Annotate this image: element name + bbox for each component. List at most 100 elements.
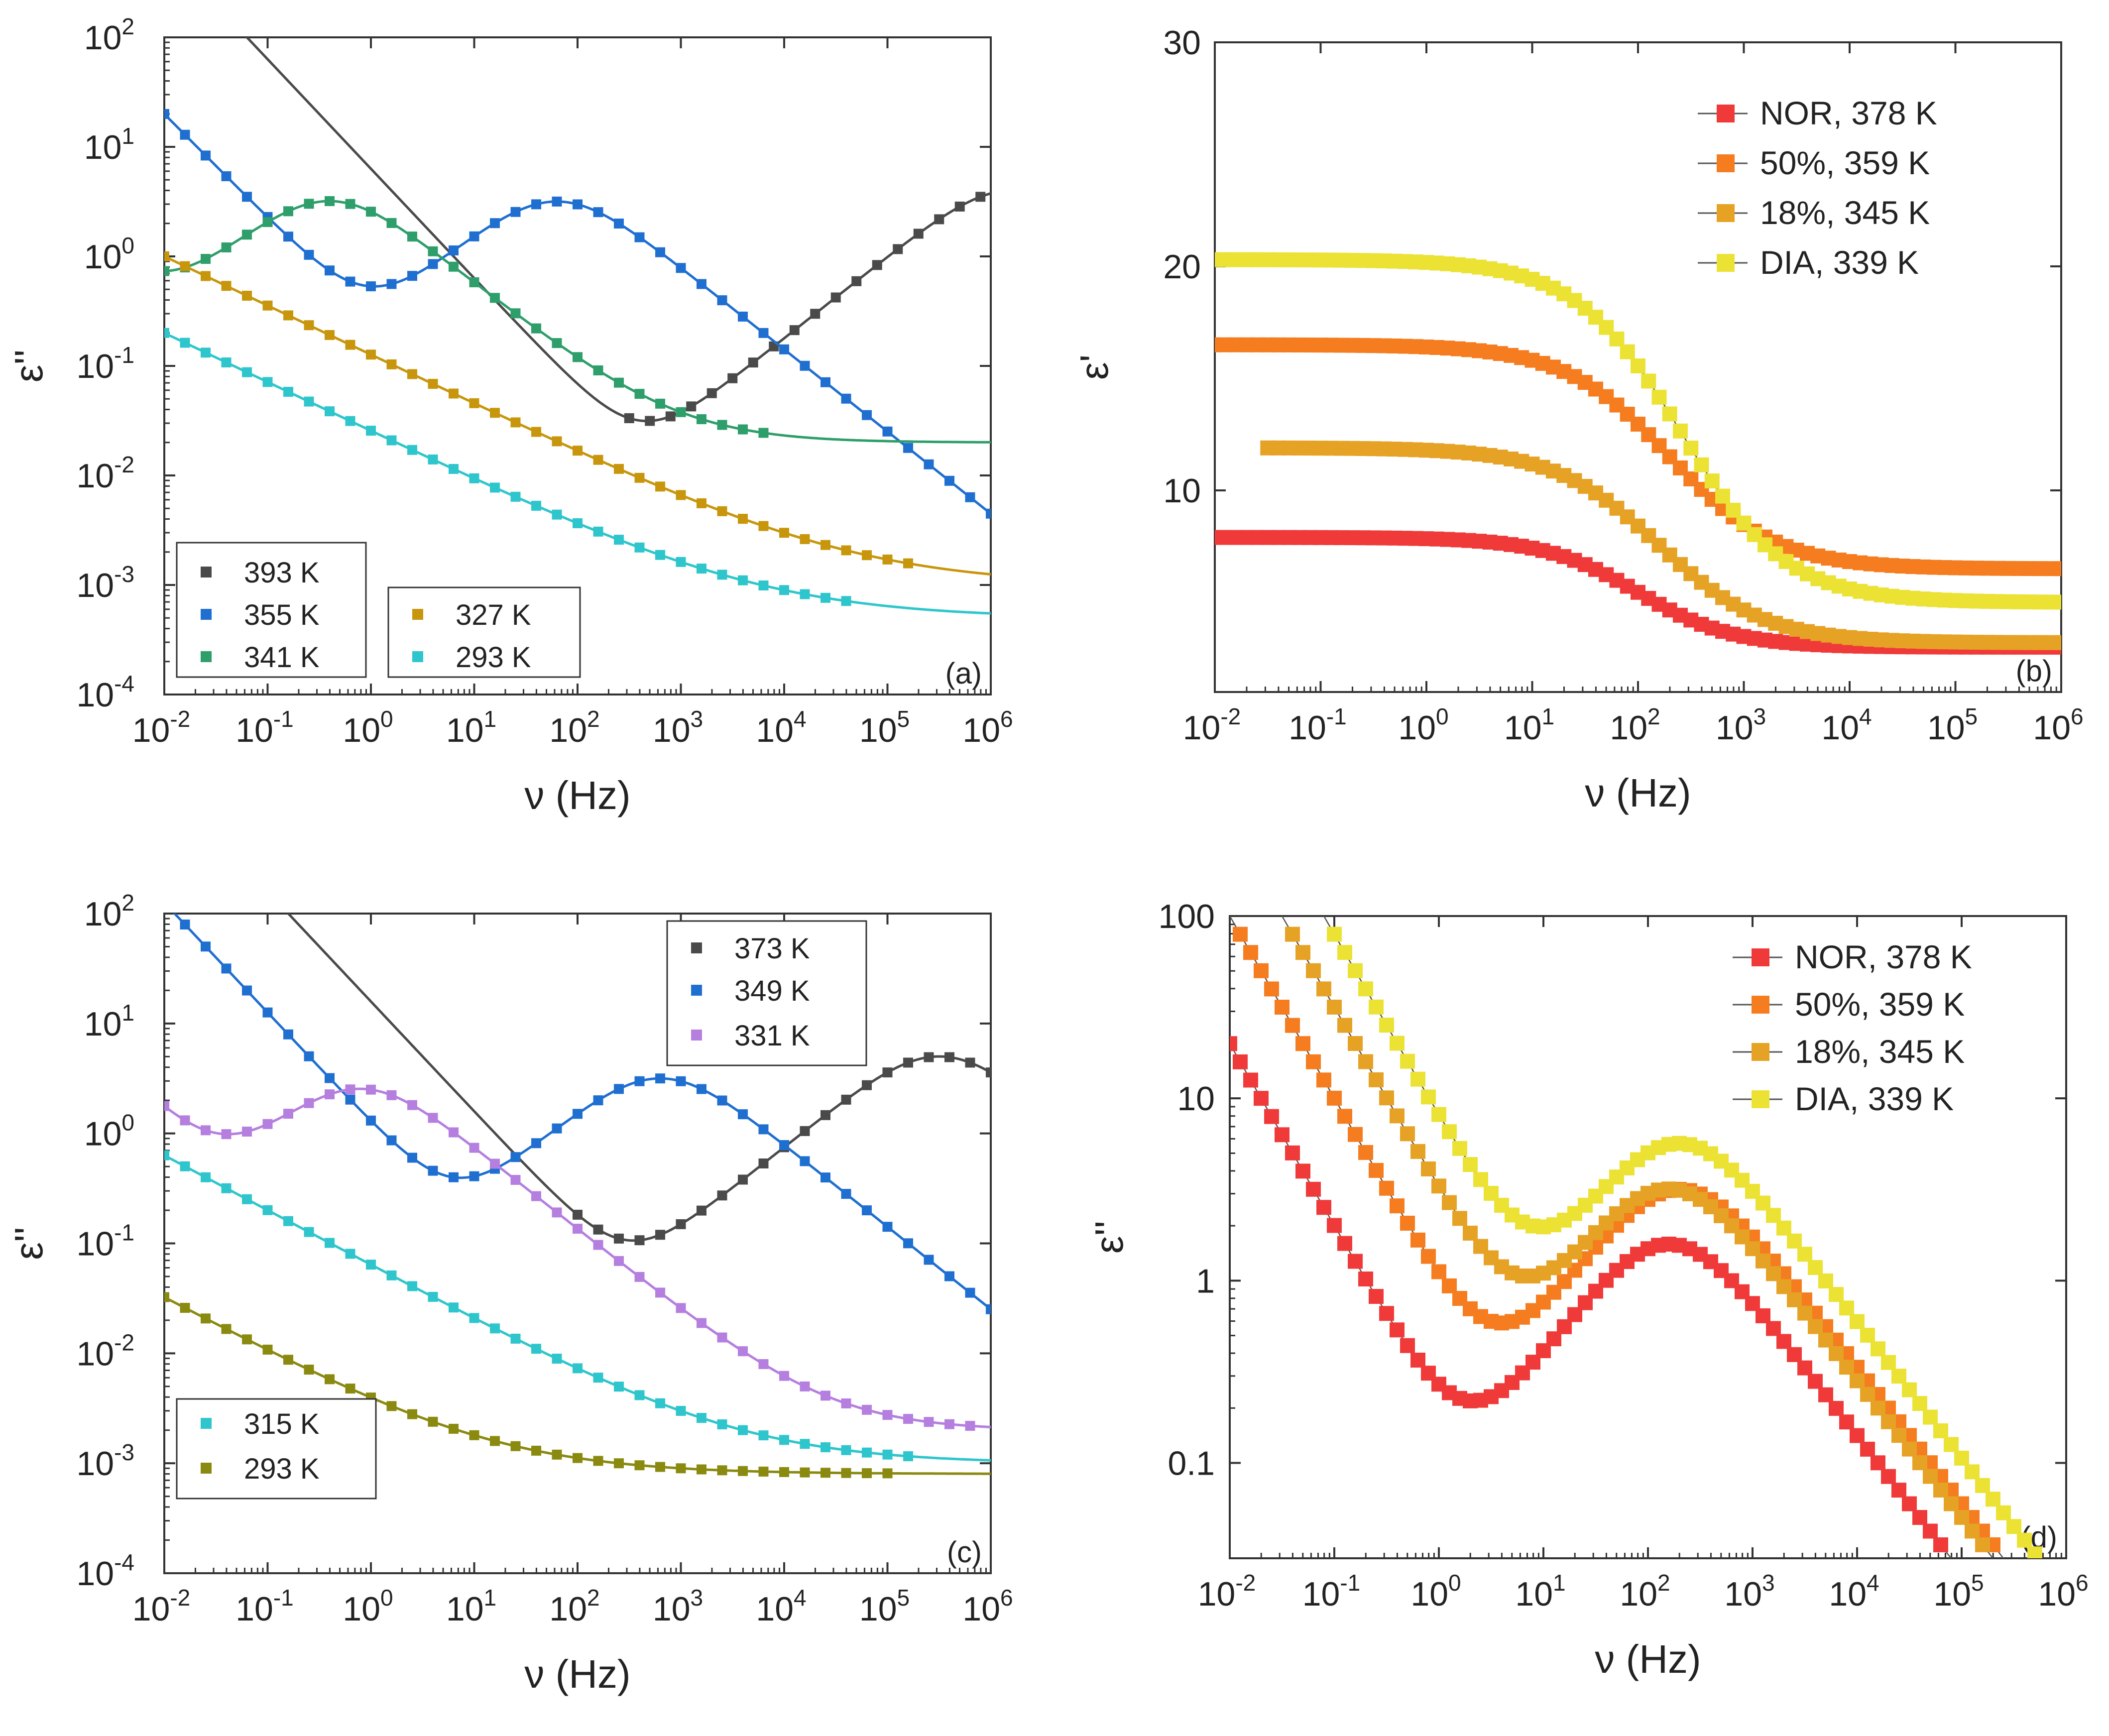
legend-marker xyxy=(1752,1090,1769,1108)
data-point xyxy=(1715,488,1730,504)
y-tick-label: 100 xyxy=(84,232,134,276)
data-point xyxy=(180,261,190,271)
data-point xyxy=(779,1467,789,1477)
data-point xyxy=(924,1417,934,1427)
data-point xyxy=(1923,1469,1938,1484)
data-point xyxy=(758,580,769,590)
data-point xyxy=(614,1233,624,1244)
data-point xyxy=(201,1313,211,1324)
panel-label: (c) xyxy=(947,1535,982,1569)
data-point xyxy=(573,199,583,210)
data-point xyxy=(1662,406,1677,422)
data-point xyxy=(304,1365,314,1375)
series-373-k xyxy=(286,914,991,1246)
data-point xyxy=(221,281,232,291)
fit-curve xyxy=(1230,916,2004,1558)
fit-curve xyxy=(164,1087,991,1428)
legend-marker xyxy=(201,1463,212,1474)
legend-label: 341 K xyxy=(244,641,320,674)
data-point xyxy=(1410,1144,1425,1159)
legend-label: 50%, 359 K xyxy=(1760,144,1930,181)
data-point xyxy=(634,1235,645,1246)
data-point xyxy=(490,1436,500,1446)
data-point xyxy=(469,277,479,288)
legend-item: DIA, 339 K xyxy=(1698,244,1919,281)
x-tick-label: 10-1 xyxy=(235,706,294,749)
legend-label: 349 K xyxy=(734,975,810,1007)
data-point xyxy=(1348,1254,1363,1269)
legend-label: 293 K xyxy=(456,641,531,674)
data-point xyxy=(1410,1232,1425,1248)
data-point xyxy=(1306,963,1321,978)
data-point xyxy=(1776,1220,1791,1236)
y-tick-label: 101 xyxy=(84,123,134,166)
data-point xyxy=(2054,594,2061,610)
series-dia-339-k xyxy=(1215,252,2061,610)
data-point xyxy=(1818,1387,1833,1402)
data-point xyxy=(614,1458,624,1469)
data-point xyxy=(221,1324,232,1334)
data-point xyxy=(1933,1482,1948,1498)
data-point xyxy=(407,445,417,455)
data-point xyxy=(903,558,913,569)
data-point xyxy=(1327,926,1342,942)
data-point xyxy=(242,1126,252,1137)
data-point xyxy=(283,206,293,217)
data-point xyxy=(1348,1036,1363,1051)
legend-marker xyxy=(201,609,212,620)
data-point xyxy=(614,535,624,545)
data-point xyxy=(841,1094,851,1105)
x-tick-label: 106 xyxy=(2033,703,2083,747)
data-point xyxy=(676,263,686,273)
x-tick-label: 105 xyxy=(1933,1570,1984,1613)
data-point xyxy=(1912,1455,1927,1471)
data-point xyxy=(1871,1400,1885,1416)
data-point xyxy=(810,309,820,319)
data-point xyxy=(531,323,541,334)
legend-marker xyxy=(1752,1043,1769,1061)
legend-marker xyxy=(201,1418,212,1429)
data-point xyxy=(262,1205,273,1215)
data-point xyxy=(1463,1157,1478,1172)
data-point xyxy=(201,1125,211,1136)
data-point xyxy=(573,1453,583,1463)
legend-item: 373 K xyxy=(691,932,810,965)
data-point xyxy=(490,1158,500,1169)
legend-marker xyxy=(1717,154,1735,172)
data-point xyxy=(304,320,314,331)
data-point xyxy=(449,1172,459,1182)
data-point xyxy=(325,265,335,276)
data-point xyxy=(2027,1546,2042,1558)
data-point xyxy=(820,1468,830,1478)
data-point xyxy=(851,276,862,286)
data-point xyxy=(862,410,872,420)
legend-item: NOR, 378 K xyxy=(1733,938,1972,975)
data-point xyxy=(1891,1369,1906,1384)
data-point xyxy=(180,129,190,140)
data-point xyxy=(717,295,727,306)
series-nor-378-k xyxy=(1215,530,2061,655)
data-point xyxy=(800,534,810,544)
data-point xyxy=(738,1466,748,1476)
data-point xyxy=(386,1090,397,1100)
data-point xyxy=(510,1174,521,1185)
data-point xyxy=(304,1227,314,1237)
data-point xyxy=(1410,1071,1425,1087)
data-point xyxy=(531,427,541,437)
data-point xyxy=(386,279,397,289)
data-point xyxy=(573,446,583,456)
series-18-345-k xyxy=(1281,916,1994,1558)
x-tick-label: 103 xyxy=(653,706,703,749)
data-point xyxy=(1463,1225,1478,1241)
data-point xyxy=(531,1138,541,1149)
data-point xyxy=(449,245,459,255)
data-point xyxy=(944,1052,954,1062)
data-point xyxy=(345,276,355,287)
x-tick-label: 100 xyxy=(343,1585,393,1628)
series-315-k xyxy=(164,1150,991,1462)
data-point xyxy=(2017,1532,2032,1548)
data-point xyxy=(1337,945,1352,960)
data-point xyxy=(903,1238,913,1249)
data-point xyxy=(1829,1400,1844,1416)
data-point xyxy=(624,413,634,424)
